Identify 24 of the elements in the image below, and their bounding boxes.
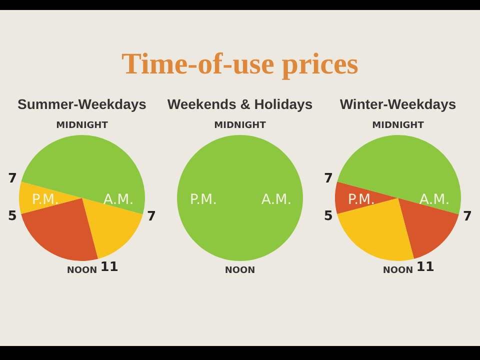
chart-title: Summer-Weekdays — [18, 96, 147, 112]
text: MIDNIGHT — [372, 121, 425, 131]
text: 5 — [324, 208, 333, 224]
text: 7 — [324, 172, 334, 187]
text: MIDNIGHT — [214, 121, 267, 131]
chart-title: Winter-Weekdays — [340, 96, 456, 112]
text: 5 — [8, 208, 17, 224]
text: A.M. — [261, 192, 292, 208]
text: Time-of-use prices — [122, 48, 358, 80]
text: 7 — [462, 209, 472, 224]
text: NOON — [224, 266, 256, 276]
text: NOON — [66, 266, 98, 276]
text: 11 — [100, 260, 118, 276]
text: P.M. — [348, 192, 376, 208]
text: A.M. — [419, 192, 450, 208]
text: 11 — [416, 260, 434, 276]
chart-title: Weekends & Holidays — [167, 96, 313, 112]
text: A.M. — [103, 192, 134, 208]
text: P.M. — [32, 192, 60, 208]
text: 7 — [146, 209, 156, 224]
text: NOON — [382, 266, 414, 276]
text: 7 — [8, 172, 18, 187]
text: MIDNIGHT — [56, 121, 109, 131]
text: P.M. — [190, 192, 218, 208]
